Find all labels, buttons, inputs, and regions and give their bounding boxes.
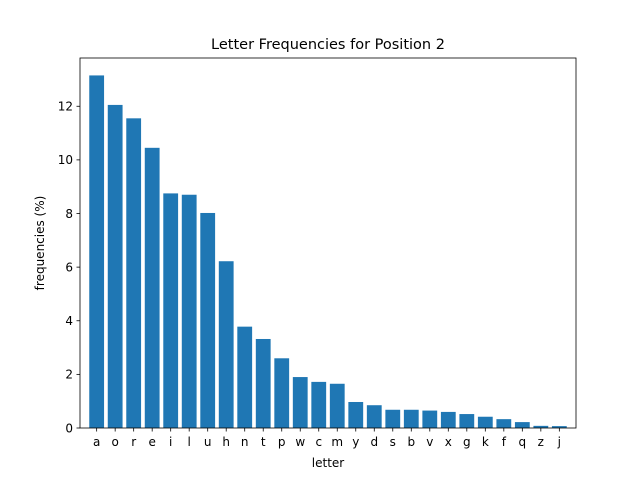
bar-d <box>366 405 382 428</box>
x-axis-label: letter <box>312 456 345 470</box>
bar-p <box>274 358 290 428</box>
x-tick-label: x <box>445 435 452 449</box>
bar-q <box>514 422 530 428</box>
bar-h <box>218 261 234 428</box>
bar-j <box>551 426 567 428</box>
x-tick-label: c <box>315 435 322 449</box>
x-tick-label: z <box>538 435 544 449</box>
y-tick-label: 0 <box>65 421 73 435</box>
y-ticks-group: 0 2 4 6 8 10 12 <box>58 100 80 435</box>
y-tick-label: 10 <box>58 153 73 167</box>
x-tick-label: r <box>131 435 136 449</box>
y-axis-label: frequencies (%) <box>33 196 47 291</box>
bar-g <box>459 414 475 428</box>
bar-k <box>477 416 493 428</box>
x-tick-label: n <box>241 435 249 449</box>
bar-l <box>181 194 197 428</box>
x-tick-label: j <box>557 435 561 449</box>
bar-n <box>237 326 253 428</box>
x-tick-label: y <box>352 435 359 449</box>
bar-x <box>440 411 456 428</box>
bar-y <box>348 401 364 428</box>
bar-m <box>329 383 345 428</box>
bar-a <box>89 75 105 428</box>
bar-z <box>533 425 549 428</box>
bar-w <box>292 377 308 428</box>
x-tick-label: v <box>426 435 433 449</box>
x-tick-label: l <box>188 435 191 449</box>
bar-u <box>200 212 216 428</box>
chart-title: Letter Frequencies for Position 2 <box>211 37 445 53</box>
x-tick-label: d <box>370 435 378 449</box>
x-tick-label: w <box>295 435 305 449</box>
x-tick-label: u <box>204 435 212 449</box>
x-tick-label: b <box>407 435 415 449</box>
x-tick-label: k <box>482 435 489 449</box>
bar-v <box>422 410 438 428</box>
bar-b <box>403 409 419 428</box>
bar-c <box>311 381 327 428</box>
bar-s <box>385 409 401 428</box>
x-tick-label: i <box>169 435 172 449</box>
y-tick-label: 12 <box>58 100 73 114</box>
plot-frame <box>79 57 577 429</box>
x-tick-label: p <box>278 435 286 449</box>
bar-t <box>255 338 271 428</box>
bar-e <box>144 147 160 428</box>
x-tick-label: g <box>463 435 471 449</box>
y-tick-label: 4 <box>65 314 73 328</box>
x-tick-label: h <box>222 435 230 449</box>
x-tick-label: a <box>93 435 100 449</box>
bar-o <box>107 104 123 428</box>
x-tick-label: m <box>331 435 343 449</box>
x-tick-label: t <box>261 435 266 449</box>
y-tick-label: 8 <box>65 207 73 221</box>
x-tick-label: f <box>502 435 507 449</box>
x-tick-label: e <box>148 435 155 449</box>
bar-f <box>496 419 512 428</box>
y-tick-label: 2 <box>65 368 73 382</box>
x-tick-label: s <box>390 435 396 449</box>
x-tick-label: o <box>111 435 118 449</box>
bar-i <box>163 193 179 428</box>
y-tick-label: 6 <box>65 260 73 274</box>
x-tick-label: q <box>519 435 527 449</box>
bars-group <box>89 75 567 429</box>
bar-r <box>126 118 142 429</box>
